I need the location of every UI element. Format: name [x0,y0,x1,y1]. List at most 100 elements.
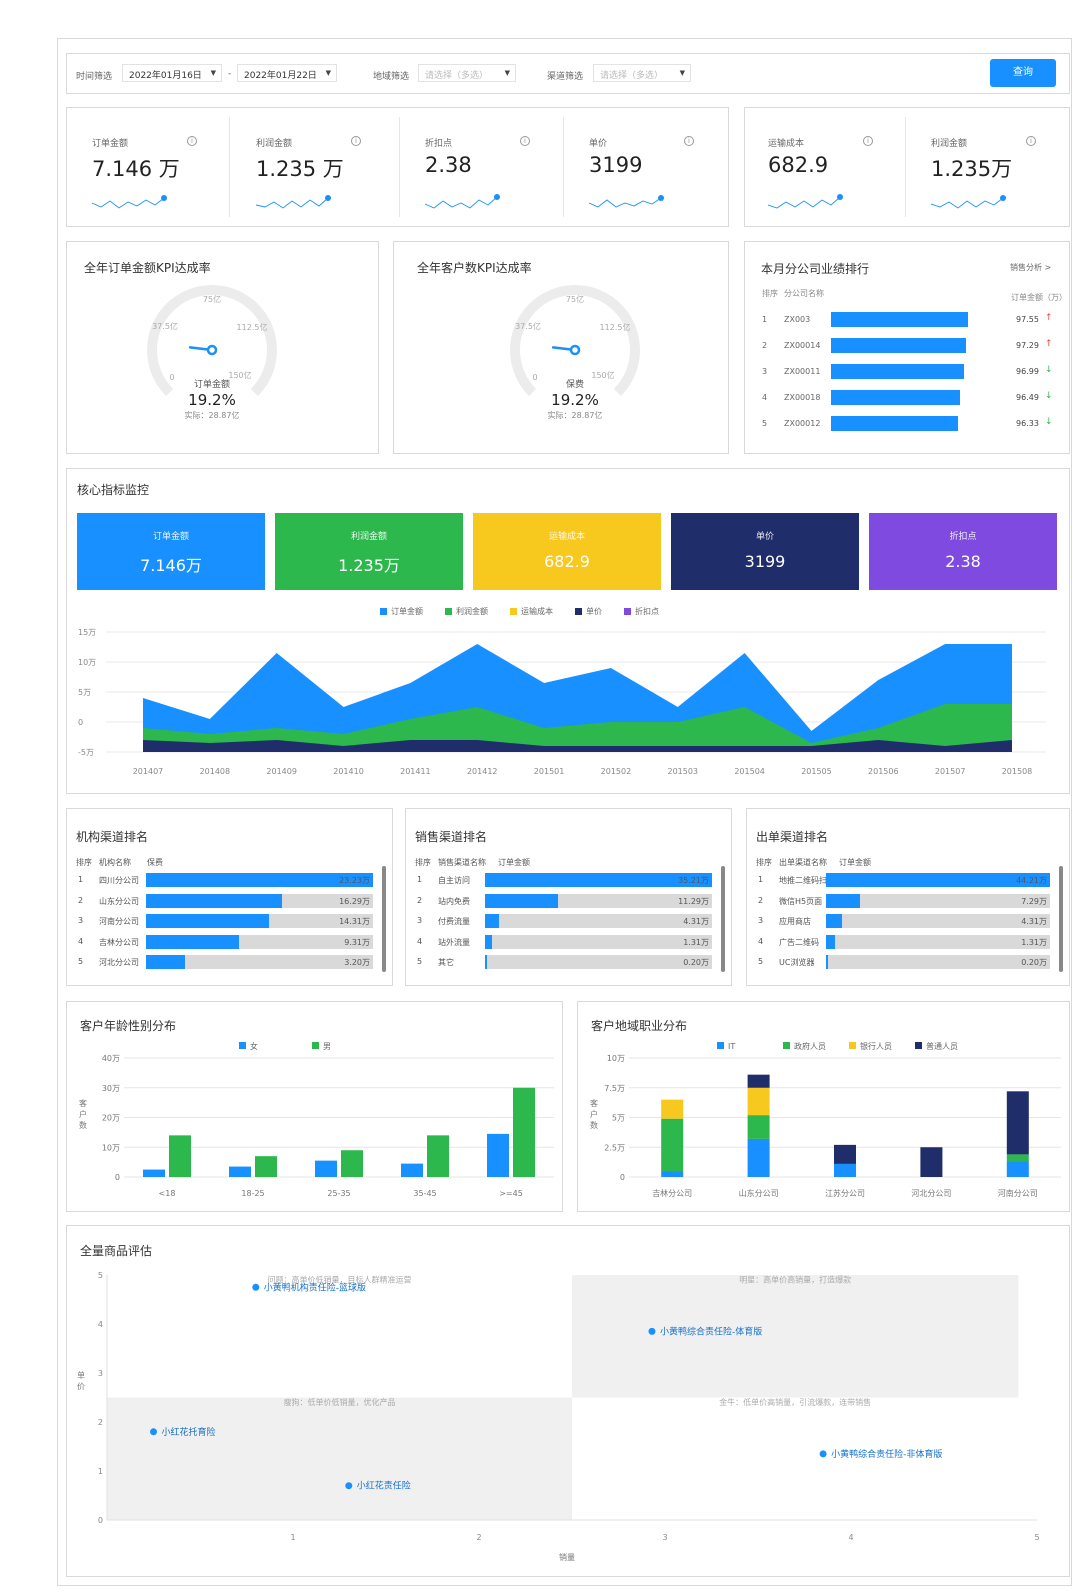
ranking-name: ZX00014 [784,341,821,350]
scrollbar[interactable] [721,866,725,972]
channel-value: 9.31万 [344,937,370,947]
area-chart: 15万 10万 5万 0 -5万 201407 201408 201409 201410 2014… [78,628,1046,776]
channel-row[interactable]: 5 其它 0.20万 [405,954,732,970]
legend-item[interactable]: 单价 [575,606,602,617]
y-tick-label: 1 [98,1467,103,1476]
sales-analysis-link[interactable]: 销售分析 > [1010,263,1052,272]
channel-row[interactable]: 3 付费流量 4.31万 [405,913,732,929]
core-indicator-tile[interactable]: 折扣点 2.38 [869,513,1057,590]
legend-item[interactable]: 订单金额 [380,606,423,617]
channel-row[interactable]: 5 河北分公司 3.20万 [66,954,393,970]
x-tick-label: 1 [290,1533,295,1542]
channel-row[interactable]: 4 广告二维码 1.31万 [746,934,1070,950]
core-tile-label: 单价 [755,532,774,542]
y-axis-label-char: 单 [77,1370,85,1380]
kpi-value: 7.146 万 [92,157,180,181]
ranking-row[interactable]: 3 ZX00011 96.99 ↓ [760,364,1060,382]
x-tick-label: 201408 [200,767,231,776]
channel-bar [146,934,240,949]
bar [834,1144,856,1164]
ranking-row[interactable]: 5 ZX00012 96.33 ↓ [760,416,1060,434]
bar [341,1150,363,1177]
sparkline-dot [161,195,167,201]
channel-name: UC浏览器 [779,958,815,967]
legend-item[interactable]: 利润金额 [445,606,488,617]
legend-label: 利润金额 [456,607,488,616]
y-tick-label: 10万 [78,658,96,667]
scrollbar[interactable] [1059,866,1063,972]
bar [834,1163,856,1177]
legend-label: 男 [323,1042,331,1051]
channel-row[interactable]: 4 站外流量 1.31万 [405,934,732,950]
core-indicator-tile[interactable]: 订单金额 7.146万 [77,513,265,590]
channel-rank: 1 [758,875,764,884]
bar [1006,1161,1029,1177]
date-start-select[interactable]: 2022年01月16日 ▼ [122,64,222,82]
info-icon[interactable]: i [863,136,873,146]
channel-bar [826,873,1050,887]
channel-row[interactable]: 2 山东分公司 16.29万 [66,893,393,909]
scatter-point[interactable] [819,1450,827,1458]
channel-row[interactable]: 3 应用商店 4.31万 [746,913,1070,929]
gauge-tick-label: 37.5亿 [152,321,178,331]
region-select[interactable]: 请选择（多选） ▼ [418,64,516,82]
core-indicator-tile[interactable]: 利润金额 1.235万 [275,513,463,590]
channel-row[interactable]: 2 微信H5页面 7.29万 [746,893,1070,909]
channel-select[interactable]: 请选择（多选） ▼ [593,64,691,82]
kpi-value: 2.38 [425,153,472,177]
scrollbar[interactable] [382,866,386,972]
x-tick-label: 201503 [667,767,698,776]
gauge-title: 全年客户数KPI达成率 [417,261,532,275]
x-tick-label: 201412 [467,767,498,776]
scatter-point[interactable] [150,1428,157,1436]
core-tile-label: 订单金额 [152,532,189,542]
x-tick-label: 河南分公司 [998,1188,1038,1198]
x-axis-label: 销量 [559,1552,575,1562]
y-tick-label: 2 [98,1418,103,1427]
channel-row[interactable]: 4 吉林分公司 9.31万 [66,934,393,950]
gauge-card-orders [66,241,379,454]
info-icon[interactable]: i [520,136,530,146]
legend-label: 女 [250,1041,258,1051]
channel-row[interactable]: 2 站内免费 11.29万 [405,893,732,909]
x-tick-label: 2 [476,1533,481,1542]
channel-col-name: 出单渠道名称 [779,858,827,867]
channel-row[interactable]: 1 四川分公司 23.23万 [66,872,393,888]
core-indicator-tile[interactable]: 单价 3199 [671,513,859,590]
date-end-select[interactable]: 2022年01月22日 ▼ [237,64,337,82]
channel-row[interactable]: 3 河南分公司 14.31万 [66,913,393,929]
kpi-card: 订单金额 i 7.146 万 [92,136,242,246]
channel-name: 微信H5页面 [779,896,823,906]
scatter-point-label: 小红花托育险 [162,1426,216,1438]
quadrant-label: 问题：高单价低销量，目标人群精准运营 [268,1274,412,1284]
info-icon[interactable]: i [1026,136,1036,146]
y-axis-label-char: 数 [590,1120,598,1130]
sparkline-line [425,196,498,209]
info-icon[interactable]: i [351,136,361,146]
channel-row[interactable]: 5 UC浏览器 0.20万 [746,954,1070,970]
x-tick-label: 201506 [868,767,899,776]
ranking-row[interactable]: 1 ZX003 97.55 ↑ [760,312,1060,330]
y-tick-label: 7.5万 [604,1084,625,1093]
channel-bar [826,955,829,969]
channel-row[interactable]: 1 地推二维码扫描 44.21万 [746,872,1070,888]
channel-value: 0.20万 [1021,958,1047,967]
scatter-point[interactable] [648,1327,656,1335]
channel-value: 4.31万 [1021,917,1047,926]
legend-item[interactable]: 运输成本 [510,606,553,617]
channel-name: 四川分公司 [99,876,139,885]
ranking-row[interactable]: 2 ZX00014 97.29 ↑ [760,338,1060,356]
query-button[interactable]: 查询 [990,59,1056,87]
scatter-point[interactable] [345,1482,353,1490]
info-icon[interactable]: i [187,136,197,146]
core-indicator-tile[interactable]: 运输成本 682.9 [473,513,661,590]
info-icon[interactable]: i [684,136,694,146]
divider [905,117,906,217]
channel-name: 自主访问 [438,876,470,885]
ranking-row[interactable]: 4 ZX00018 96.49 ↓ [760,390,1060,408]
scatter-point[interactable] [252,1283,260,1291]
channel-row[interactable]: 1 自主访问 35.21万 [405,872,732,888]
quadrant-bottom-left [107,1397,572,1520]
legend-item[interactable]: 折扣点 [624,606,659,617]
channel-name: 其它 [438,958,454,967]
